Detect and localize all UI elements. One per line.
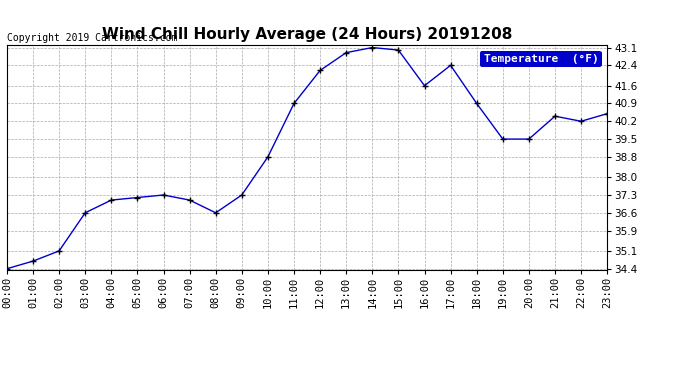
Text: Copyright 2019 Cartronics.com: Copyright 2019 Cartronics.com <box>7 33 177 43</box>
Legend: Temperature  (°F): Temperature (°F) <box>480 51 602 67</box>
Title: Wind Chill Hourly Average (24 Hours) 20191208: Wind Chill Hourly Average (24 Hours) 201… <box>102 27 512 42</box>
